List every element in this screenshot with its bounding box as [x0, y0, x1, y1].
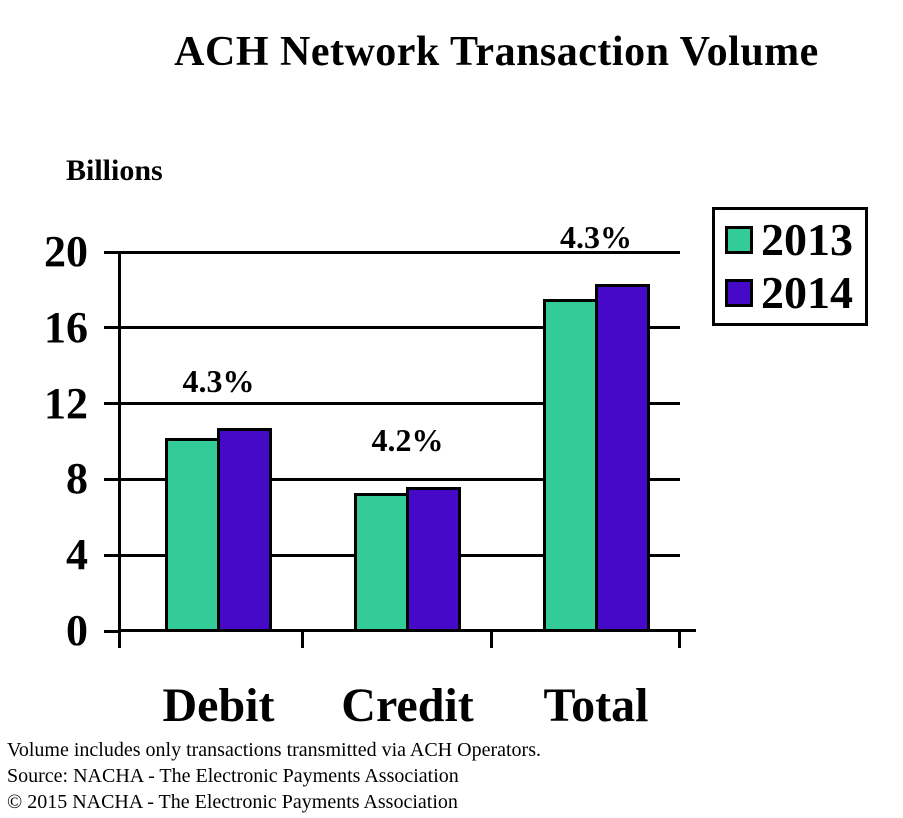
growth-label-credit: 4.2%: [371, 421, 444, 458]
category-label-debit: Debit: [162, 679, 275, 732]
x-tick-2: [678, 629, 681, 648]
bar-2014-credit: [406, 486, 461, 632]
footnote-source: Source: NACHA - The Electronic Payments …: [7, 765, 459, 787]
legend-box: 2013 2014: [712, 207, 868, 326]
footnote-scope: Volume includes only transactions transm…: [7, 739, 541, 761]
y-tick-0: [104, 629, 118, 633]
bar-2013-total: [542, 299, 598, 632]
legend-item-2013: 2013: [725, 217, 865, 263]
gridline-8: [118, 477, 680, 481]
y-axis-line: [118, 252, 121, 648]
growth-label-debit: 4.3%: [182, 363, 255, 400]
y-tick-label-16: 16: [44, 302, 88, 352]
y-axis-unit-label: Billions: [66, 154, 163, 187]
y-tick-8: [104, 477, 118, 481]
growth-label-total: 4.3%: [560, 219, 632, 256]
legend-swatch-2013: [725, 226, 753, 254]
footnotes: Volume includes only transactions transm…: [7, 737, 541, 815]
legend-swatch-2014: [725, 279, 753, 307]
y-tick-20: [104, 250, 118, 254]
bar-2013-debit: [165, 437, 220, 632]
gridline-20: [118, 250, 680, 254]
y-tick-label-12: 12: [44, 378, 88, 428]
y-tick-label-8: 8: [66, 454, 88, 504]
y-tick-label-4: 4: [66, 530, 88, 580]
y-tick-16: [104, 326, 118, 330]
legend-label-2013: 2013: [761, 214, 853, 265]
y-tick-12: [104, 402, 118, 406]
gridline-12: [118, 402, 680, 406]
chart-title: ACH Network Transaction Volume: [174, 29, 819, 75]
legend-label-2014: 2014: [761, 267, 853, 318]
bar-2014-total: [594, 284, 650, 632]
y-tick-4: [104, 553, 118, 557]
legend-item-2014: 2014: [725, 270, 865, 316]
footnote-copyright: © 2015 NACHA - The Electronic Payments A…: [7, 791, 458, 813]
category-label-total: Total: [543, 679, 649, 732]
bar-2013-credit: [354, 492, 409, 632]
x-tick-1: [490, 629, 493, 648]
x-tick-0: [301, 629, 304, 648]
category-label-credit: Credit: [341, 679, 474, 732]
y-tick-label-0: 0: [66, 606, 88, 655]
bar-2014-debit: [217, 428, 272, 632]
gridline-16: [118, 326, 680, 330]
y-tick-label-20: 20: [44, 227, 88, 276]
